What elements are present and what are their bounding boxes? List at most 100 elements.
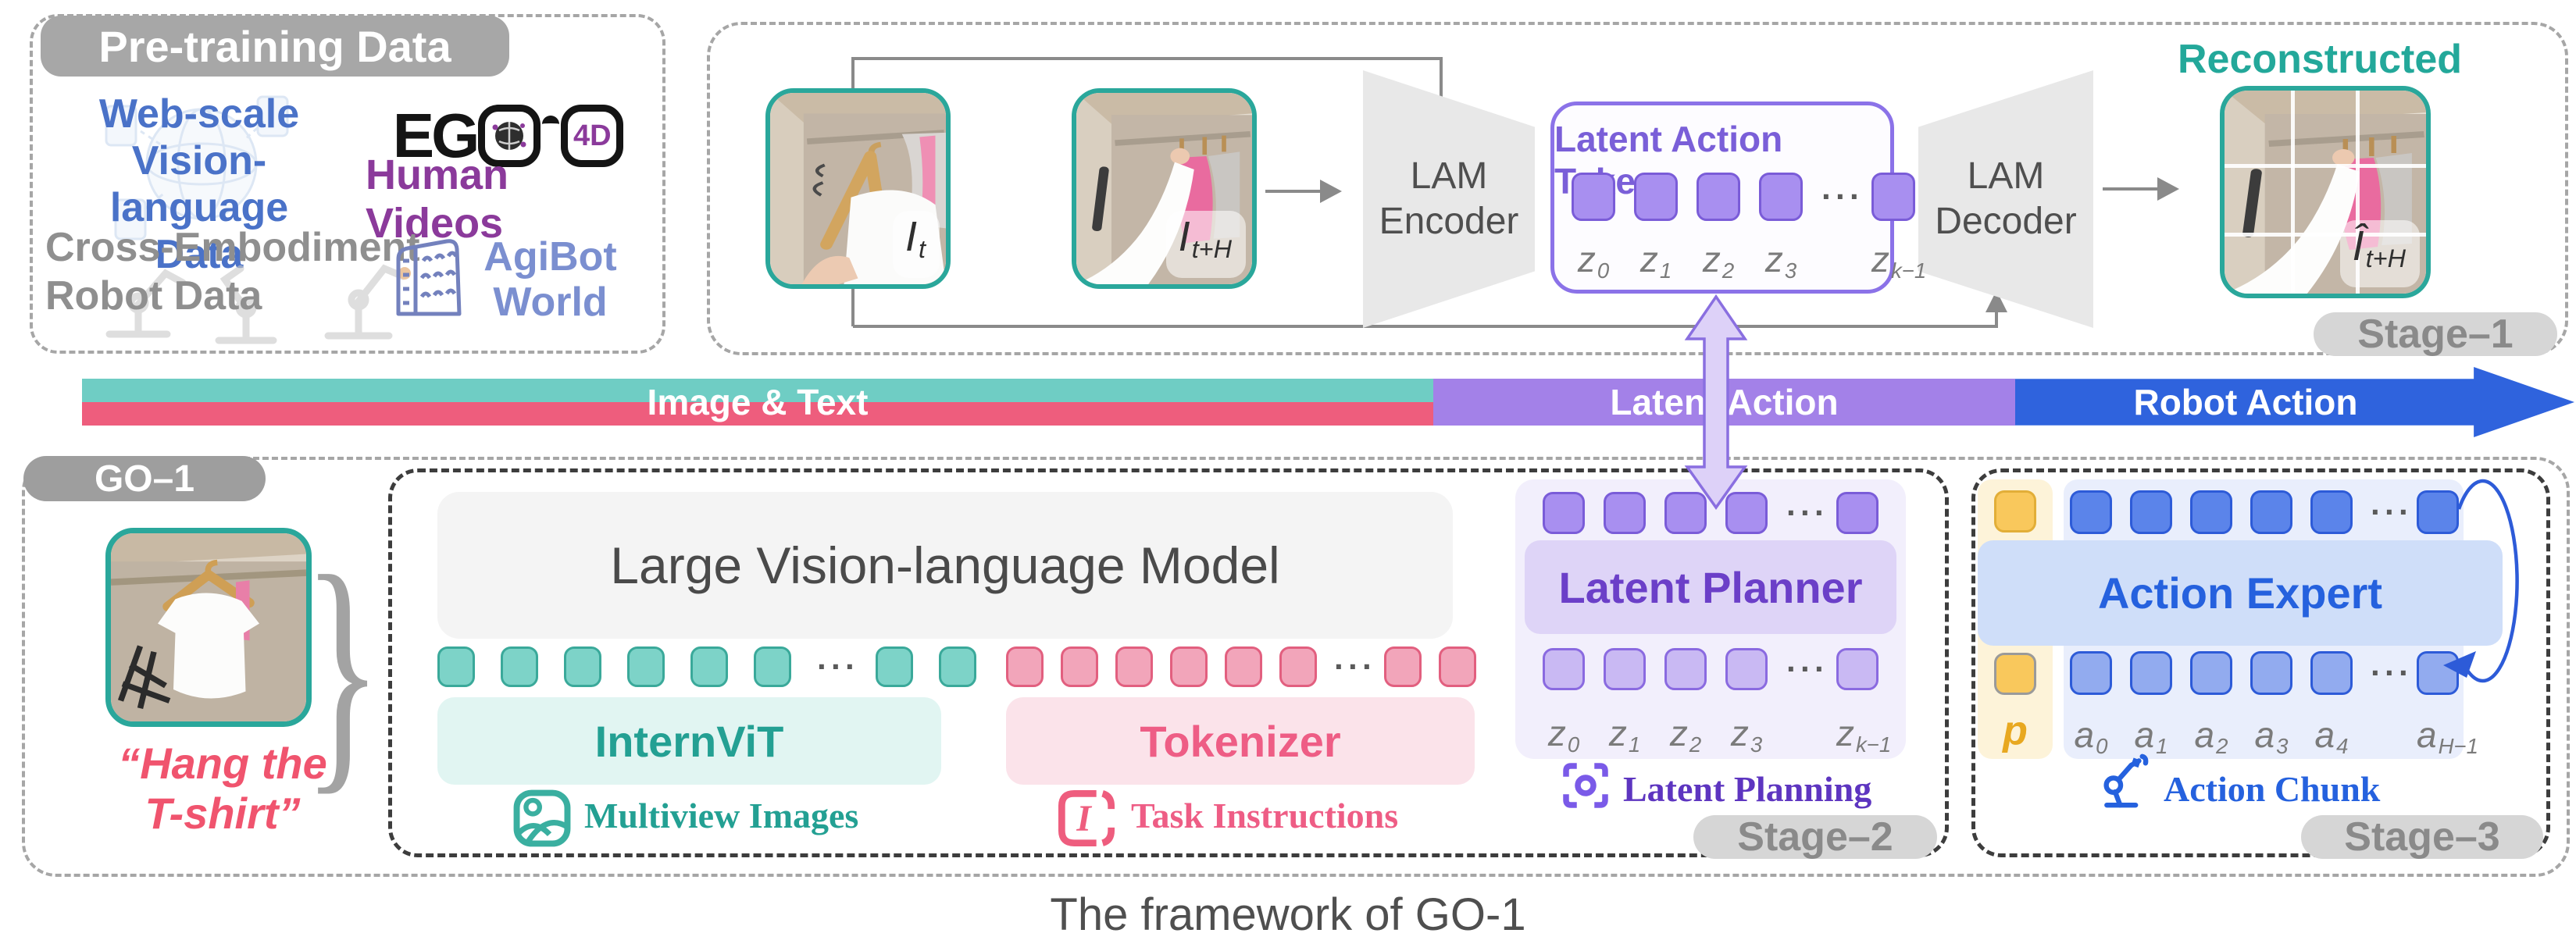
stage3-badge-text: Stage–3 [2344, 814, 2500, 860]
figure-caption-text: The framework of GO-1 [1050, 889, 1526, 940]
planner-token [1836, 492, 1878, 534]
recon-label-sub: t+H [2365, 244, 2406, 272]
planner-output-token-row: ··· [1543, 648, 1878, 690]
ah1-sub: H−1 [2438, 733, 2478, 758]
ego4d-logo: EG 4D [366, 97, 651, 175]
timeline-image-text-band: Image & Text [82, 379, 1433, 426]
zk1-sub: k−1 [1891, 258, 1927, 283]
recon-grid-v1 [2291, 91, 2296, 294]
multiview-caption-text: Multiview Images [584, 796, 859, 835]
stage1-box [707, 22, 2568, 355]
planner-out-token [1725, 648, 1768, 690]
proprio-token-bottom [1994, 653, 2036, 695]
latent-token [1871, 173, 1915, 221]
stage3-box [1971, 468, 2550, 857]
recon-grid-h2 [2225, 233, 2426, 237]
latent-action-tokens-box: Latent Action Tokens ··· z0 z1 z2 z3 zk−… [1550, 102, 1926, 294]
multiview-images-caption: Multiview Images [584, 795, 858, 836]
ego4d-bridge [542, 116, 560, 136]
action-input-token-row: ··· [2070, 490, 2459, 534]
text-token [1279, 646, 1317, 687]
action-labels: a0 a1 a2 a3 a4 aH−1 [2070, 714, 2478, 759]
ellipsis: ··· [1334, 648, 1376, 685]
p-z3-sub: 3 [1750, 732, 1763, 757]
z2-sub: 2 [1721, 258, 1735, 283]
action-token [2130, 490, 2172, 534]
text-token [1006, 646, 1044, 687]
latent-token [1697, 173, 1740, 221]
planner-out-token [1836, 648, 1878, 690]
vision-token [690, 646, 728, 687]
action-token [2070, 490, 2112, 534]
vision-token [876, 646, 913, 687]
action-token [2190, 490, 2232, 534]
instruction-line-2: T-shirt” [144, 789, 301, 838]
ith-label-sub: t+H [1191, 235, 1232, 263]
lvlm-box: Large Vision-language Model [437, 492, 1453, 639]
lam-encoder-line-2: Encoder [1379, 201, 1519, 242]
action-token [2250, 490, 2292, 534]
reconstructed-image: Ît+H [2220, 86, 2431, 298]
stage3-badge: Stage–3 [2301, 814, 2543, 860]
recon-grid-v2 [2355, 91, 2360, 294]
lvlm-title: Large Vision-language Model [610, 536, 1280, 594]
ego4d-right-lens-4d: 4D [561, 105, 624, 167]
z0-sub: 0 [1597, 258, 1610, 283]
stage1-badge-text: Stage–1 [2357, 312, 2514, 357]
p-z1: z [1608, 713, 1627, 753]
ellipsis: ··· [817, 648, 859, 685]
latent-planner-label: Latent Planner [1558, 562, 1863, 612]
stage2-badge: Stage–2 [1693, 814, 1937, 860]
planner-token [1725, 492, 1768, 534]
latent-token [1634, 173, 1678, 221]
planner-out-token [1604, 648, 1646, 690]
tokenizer-label: Tokenizer [1140, 716, 1341, 766]
go1-badge: GO–1 [23, 456, 266, 501]
planner-out-token [1543, 648, 1585, 690]
it-label-sub: t [919, 235, 926, 263]
recon-grid-h1 [2225, 163, 2426, 168]
latent-action-double-arrow [1684, 294, 1748, 511]
vision-token-row: ··· [437, 646, 976, 687]
lam-decoder-line-2: Decoder [1935, 201, 2077, 242]
p-z0: z [1547, 713, 1566, 753]
go1-badge-text: GO–1 [94, 458, 195, 500]
web-scale-data-text: Web-scale Vision-language Data [70, 91, 328, 278]
figure-caption: The framework of GO-1 [0, 887, 2576, 942]
action-out-token [2190, 651, 2232, 695]
a0-label: a [2074, 714, 2095, 755]
planner-out-token [1664, 648, 1707, 690]
lam-decoder-line-1: LAM [1967, 155, 2045, 198]
p-z2: z [1669, 713, 1688, 753]
action-expert-loop-arrow [2456, 479, 2519, 683]
arrowhead-images-to-encoder [1320, 180, 1342, 203]
text-token [1225, 646, 1262, 687]
stage1-badge: Stage–1 [2314, 312, 2557, 357]
action-out-token [2310, 651, 2353, 695]
p-z1-sub: 1 [1628, 732, 1641, 757]
input-image-it-label: It [892, 210, 940, 278]
multiview-images-icon [513, 789, 571, 847]
ego4d-eg-text: EG [392, 101, 480, 170]
p-z2-sub: 2 [1689, 732, 1702, 757]
z0-label: z [1577, 239, 1596, 280]
latent-planning-text: Latent Planning [1623, 769, 1872, 809]
instruction-line-1: “Hang the [118, 739, 327, 788]
action-expert-label: Action Expert [2097, 568, 2383, 618]
a1-sub: 1 [2156, 733, 2168, 758]
text-token [1170, 646, 1208, 687]
ego4d-4d-text: 4D [573, 119, 612, 152]
action-out-token [2070, 651, 2112, 695]
agibot-world-text: AgiBot World [478, 234, 623, 325]
action-output-token-row: ··· [2070, 651, 2459, 695]
z3-sub: 3 [1784, 258, 1797, 283]
input-image-ith-label: It+H [1165, 210, 1246, 278]
text-token [1384, 646, 1422, 687]
planner-token [1604, 492, 1646, 534]
stage2-badge-text: Stage–2 [1737, 814, 1893, 860]
latent-planning-caption: Latent Planning [1623, 768, 1871, 810]
text-token-row: ··· [1006, 646, 1476, 687]
p-zk1-sub: k−1 [1856, 732, 1892, 757]
vision-token [564, 646, 601, 687]
